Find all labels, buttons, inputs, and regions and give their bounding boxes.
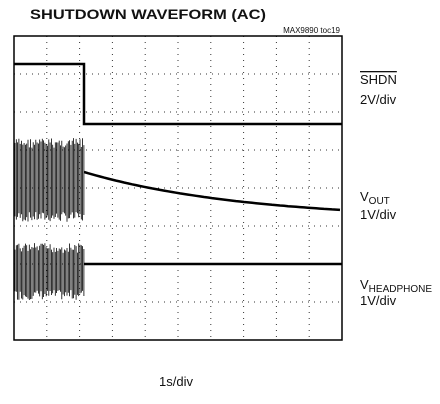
channel-name-main: V (360, 277, 369, 292)
channel-name-main: V (360, 189, 369, 204)
channel-name: VOUT (360, 189, 390, 207)
screen-frame (13, 35, 343, 341)
channel-scale: 1V/div (360, 207, 397, 222)
vout-trace (83, 170, 341, 212)
channel-scale: 2V/div (360, 92, 397, 107)
vout-burst (14, 138, 85, 222)
channel-scale: 1V/div (360, 293, 397, 308)
channel-name: VHEADPHONE (360, 277, 432, 295)
channel-name: SHDN (360, 72, 397, 87)
headphone-burst (14, 243, 85, 300)
figure-id: MAX9890 toc19 (283, 26, 340, 35)
title: SHUTDOWN WAVEFORM (AC) (30, 6, 266, 22)
x-scale: 1s/div (159, 374, 193, 389)
channel-name-sub: HEADPHONE (369, 284, 433, 295)
channel-name-sub: OUT (369, 196, 390, 207)
traces (14, 62, 342, 300)
shdn-trace (14, 62, 342, 126)
